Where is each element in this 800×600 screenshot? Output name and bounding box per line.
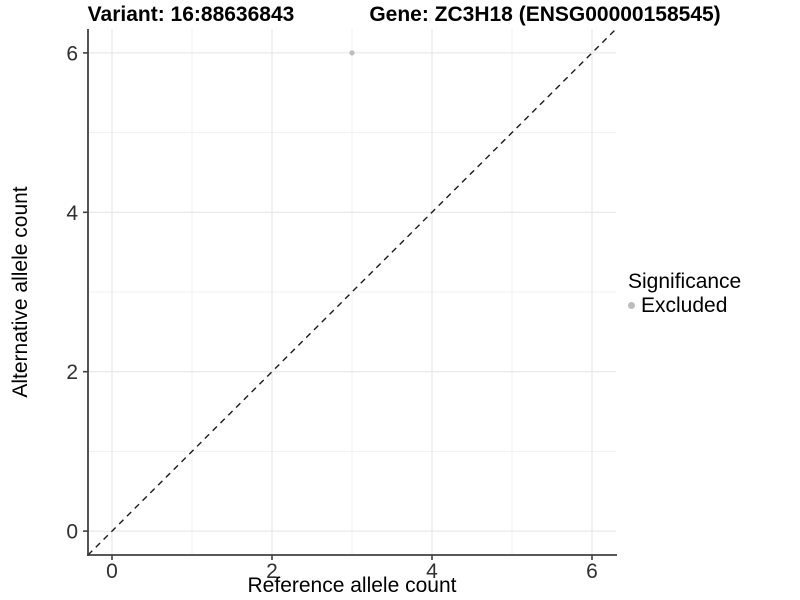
x-axis-title: Reference allele count: [247, 574, 457, 597]
plot-title-variant: Variant: 16:88636843: [87, 3, 295, 26]
y-tick-label: 4: [66, 202, 78, 225]
y-tick-label: 2: [66, 361, 78, 384]
legend: Significance Excluded: [628, 270, 741, 317]
x-tick-label: 6: [586, 560, 598, 583]
legend-item-label: Excluded: [641, 294, 728, 317]
identity-line: [87, 28, 617, 556]
y-tick-label: 0: [66, 521, 78, 544]
legend-point-icon: [628, 302, 635, 309]
data-point: [349, 50, 355, 56]
x-tick-label: 0: [106, 560, 118, 583]
y-tick-label: 6: [66, 42, 78, 65]
legend-title: Significance: [628, 270, 742, 293]
x-tick-label: 4: [426, 560, 438, 583]
x-tick-label: 2: [266, 560, 278, 583]
plot-title-gene: Gene: ZC3H18 (ENSG00000158545): [369, 3, 721, 26]
legend-item: Excluded: [628, 294, 741, 317]
y-axis-title: Alternative allele count: [9, 186, 32, 398]
